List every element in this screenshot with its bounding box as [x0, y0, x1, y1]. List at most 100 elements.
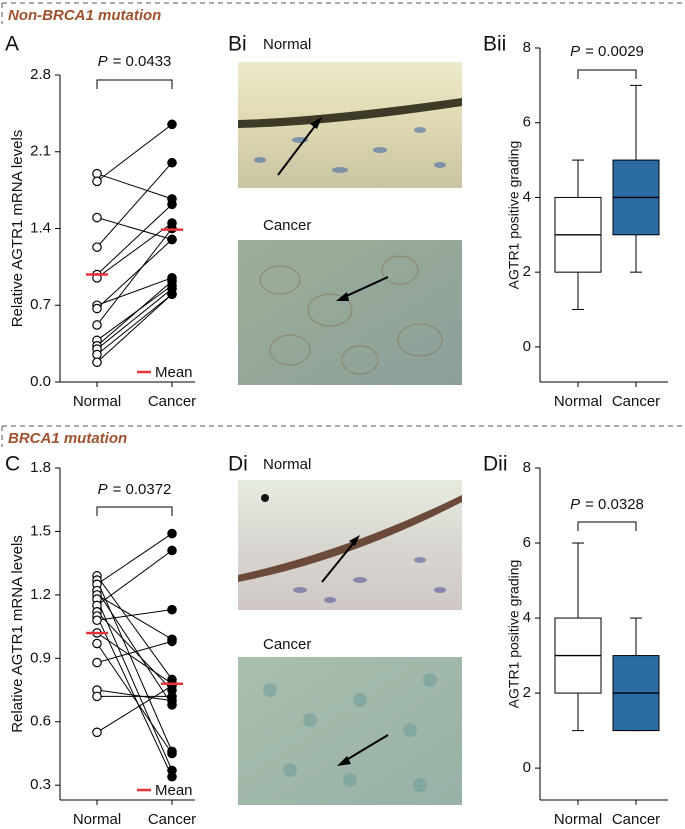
- point: [167, 289, 177, 300]
- panel-label: Di: [228, 453, 248, 476]
- pair-line: [96, 280, 173, 347]
- p-symbol: P: [570, 43, 580, 60]
- pair-line: [96, 590, 173, 706]
- legend-label: Mean: [155, 782, 193, 799]
- x-tick-label: Cancer: [148, 393, 196, 410]
- arrow-head: [310, 117, 322, 129]
- p-value: P = 0.0029: [570, 43, 644, 60]
- pair-line: [96, 293, 173, 355]
- pair-line: [96, 643, 173, 754]
- panel-label: A: [5, 33, 19, 56]
- pair-line: [96, 217, 173, 240]
- nuclei: [293, 557, 446, 603]
- image-caption: Normal: [263, 36, 311, 53]
- pair-line: [96, 598, 173, 771]
- section-title: Non-BRCA1 mutation: [8, 7, 161, 24]
- pair-line: [96, 222, 173, 279]
- y-axis-label: Relative AGTR1 mRNA levels: [9, 130, 26, 328]
- pair-line: [96, 611, 173, 691]
- debris: [261, 494, 269, 502]
- arrow: [321, 539, 357, 583]
- pair-line: [96, 204, 173, 275]
- pair-line: [96, 173, 173, 200]
- arrow: [277, 121, 319, 176]
- arrow: [342, 734, 389, 763]
- pair-line: [96, 277, 173, 306]
- pair-line: [96, 609, 173, 621]
- x-tick-label: Normal: [73, 811, 121, 828]
- pair-line: [96, 685, 173, 733]
- pair-line: [96, 632, 173, 685]
- y-tick-label: 2: [523, 263, 531, 280]
- image-caption: Cancer: [263, 636, 311, 653]
- panel-label: C: [5, 453, 20, 476]
- arrow-head: [337, 756, 351, 766]
- point: [92, 176, 102, 187]
- point: [167, 157, 177, 168]
- panel-label: Bii: [483, 33, 506, 56]
- bracket: [96, 79, 173, 89]
- arrow: [341, 276, 389, 299]
- y-tick-label: 2: [523, 684, 531, 701]
- y-axis-label: AGTR1 positive grading: [506, 141, 522, 290]
- p-text: = 0.0328: [585, 496, 644, 513]
- y-tick-label: 8: [523, 459, 531, 476]
- point: [167, 119, 177, 130]
- x-tick-label: Normal: [554, 811, 602, 828]
- x-tick-label: Cancer: [612, 811, 660, 828]
- bracket: [96, 506, 173, 516]
- y-tick-label: 0: [523, 759, 531, 776]
- p-symbol: P: [98, 53, 108, 70]
- pair-line: [96, 575, 173, 680]
- membranes: [259, 255, 443, 375]
- y-tick-label: 0: [523, 338, 531, 355]
- pair-line: [96, 162, 173, 248]
- bracket: [577, 521, 637, 531]
- bracket: [577, 69, 637, 79]
- point: [92, 638, 102, 649]
- y-tick-label: 4: [523, 609, 531, 626]
- y-tick-label: 4: [523, 188, 531, 205]
- point: [92, 691, 102, 702]
- p-symbol: P: [98, 481, 108, 498]
- legend-label: Mean: [155, 364, 193, 381]
- y-tick-label: 2.1: [30, 143, 51, 160]
- point: [167, 604, 177, 615]
- y-tick-label: 2.8: [30, 66, 51, 83]
- y-tick-label: 0.3: [30, 776, 51, 793]
- y-tick-label: 0.0: [30, 373, 51, 390]
- image-caption: Cancer: [263, 217, 311, 234]
- y-tick-label: 6: [523, 114, 531, 131]
- micrograph: [238, 240, 462, 385]
- point: [92, 657, 102, 668]
- x-tick-label: Cancer: [612, 393, 660, 410]
- point: [92, 303, 102, 314]
- pair-line: [96, 533, 173, 585]
- y-tick-label: 8: [523, 39, 531, 56]
- y-tick-label: 1.8: [30, 459, 51, 476]
- nuclei: [263, 673, 437, 792]
- arrow-head: [336, 292, 349, 301]
- nuclei: [254, 127, 446, 173]
- p-symbol: P: [570, 496, 580, 513]
- x-tick-label: Normal: [73, 393, 121, 410]
- y-tick-label: 1.4: [30, 219, 51, 236]
- micrographs: Bi Normal Cancer Di Normal Cancer: [228, 33, 462, 805]
- point: [92, 242, 102, 252]
- p-value: P = 0.0328: [570, 496, 644, 513]
- pair-line: [96, 579, 173, 752]
- section-title: BRCA1 mutation: [8, 430, 127, 447]
- y-axis-label: AGTR1 positive grading: [506, 560, 522, 709]
- y-tick-label: 0.9: [30, 649, 51, 666]
- point: [92, 727, 102, 738]
- point: [92, 320, 102, 330]
- point: [167, 234, 177, 245]
- point: [167, 771, 177, 782]
- pair-line: [96, 288, 173, 350]
- p-text: = 0.0372: [113, 481, 172, 498]
- pair-line: [96, 239, 173, 309]
- point: [92, 357, 102, 368]
- p-text: = 0.0029: [585, 43, 644, 60]
- pair-line: [96, 123, 173, 182]
